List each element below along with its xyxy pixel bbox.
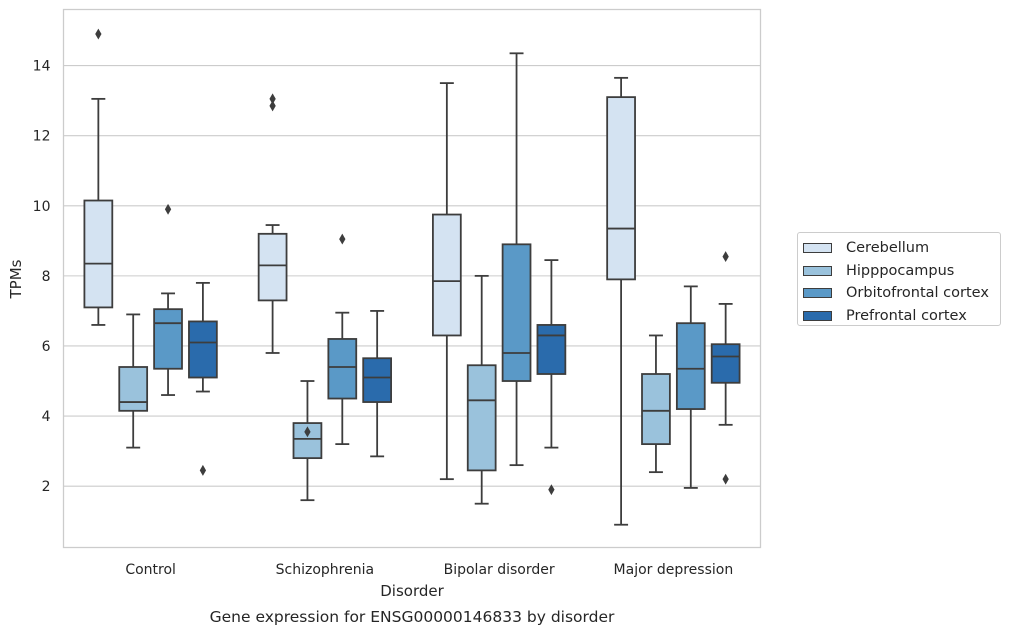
box-hipppocampus-major-depression-iqr-box xyxy=(641,373,671,446)
box-orbitofrontal-cortex-control xyxy=(153,203,183,396)
box-orbitofrontal-cortex-bipolar-disorder-iqr-box xyxy=(501,243,532,382)
box-hipppocampus-major-depression xyxy=(641,334,671,474)
box-cerebellum-control-outlier-0 xyxy=(95,28,102,40)
legend-label-cerebellum: Cerebellum xyxy=(846,240,930,257)
y-tick-label-8: 8 xyxy=(42,269,51,285)
box-cerebellum-bipolar-disorder-iqr-box xyxy=(432,213,462,337)
box-prefrontal-cortex-bipolar-disorder-outlier-0 xyxy=(548,484,555,496)
box-hipppocampus-schizophrenia xyxy=(292,380,323,502)
box-cerebellum-schizophrenia-outlier-1 xyxy=(269,93,276,105)
legend-item-orbitofrontal-cortex: Orbitofrontal cortex xyxy=(803,282,1000,305)
box-orbitofrontal-cortex-control-iqr-box xyxy=(153,308,183,370)
legend-label-prefrontal-cortex: Prefrontal cortex xyxy=(846,307,967,324)
legend-item-prefrontal-cortex: Prefrontal cortex xyxy=(803,305,1000,328)
legend: Cerebellum Hipppocampus Orbitofrontal co… xyxy=(797,232,1001,326)
legend-label-hippocampus: Hipppocampus xyxy=(846,262,955,279)
box-hipppocampus-bipolar-disorder-iqr-box xyxy=(466,364,497,472)
x-axis-title: Disorder xyxy=(380,582,444,600)
box-prefrontal-cortex-control xyxy=(188,281,218,476)
box-prefrontal-cortex-major-depression xyxy=(710,251,741,485)
box-prefrontal-cortex-schizophrenia xyxy=(362,310,392,458)
box-cerebellum-control xyxy=(83,28,114,326)
box-cerebellum-schizophrenia-outlier-0 xyxy=(269,100,276,112)
box-prefrontal-cortex-schizophrenia-iqr-box xyxy=(362,357,392,403)
box-hipppocampus-bipolar-disorder xyxy=(466,274,497,505)
y-axis-title: TPMs xyxy=(7,259,25,299)
y-tick-label-12: 12 xyxy=(33,129,51,145)
box-cerebellum-major-depression xyxy=(606,76,636,526)
x-tick-label-major-depression: Major depression xyxy=(614,562,734,578)
box-orbitofrontal-cortex-bipolar-disorder xyxy=(501,52,532,467)
x-tick-labels: Control Schizophrenia Bipolar disorder Majo… xyxy=(125,562,733,578)
box-cerebellum-control-iqr-box xyxy=(83,199,114,309)
x-tick-label-bipolar-disorder: Bipolar disorder xyxy=(444,562,555,578)
legend-swatch-hippocampus xyxy=(803,265,832,276)
legend-swatch-cerebellum xyxy=(803,243,832,254)
box-orbitofrontal-cortex-control-outlier-0 xyxy=(164,203,172,215)
y-tick-labels: 2 4 6 8 10 12 14 xyxy=(33,59,51,496)
y-tick-label-10: 10 xyxy=(33,199,51,215)
box-series xyxy=(83,28,741,526)
y-tick-label-2: 2 xyxy=(42,479,51,495)
box-prefrontal-cortex-major-depression-outlier-0 xyxy=(722,473,729,485)
box-orbitofrontal-cortex-schizophrenia-outlier-0 xyxy=(339,233,346,245)
box-prefrontal-cortex-bipolar-disorder xyxy=(536,259,567,496)
box-prefrontal-cortex-control-outlier-0 xyxy=(199,464,207,476)
box-cerebellum-schizophrenia-iqr-box xyxy=(257,232,288,302)
legend-item-cerebellum: Cerebellum xyxy=(803,237,1000,260)
box-orbitofrontal-cortex-major-depression xyxy=(675,285,706,489)
legend-item-hippocampus: Hipppocampus xyxy=(803,260,1000,283)
x-tick-label-control: Control xyxy=(125,562,176,578)
box-orbitofrontal-cortex-major-depression-iqr-box xyxy=(675,322,706,410)
box-hipppocampus-control xyxy=(118,313,149,449)
box-hipppocampus-control-iqr-box xyxy=(118,366,149,412)
box-prefrontal-cortex-bipolar-disorder-iqr-box xyxy=(536,324,567,375)
plot-area-frame xyxy=(62,8,762,549)
chart-caption: Gene expression for ENSG00000146833 by d… xyxy=(210,608,615,626)
box-orbitofrontal-cortex-schizophrenia xyxy=(327,233,358,446)
box-prefrontal-cortex-control-iqr-box xyxy=(188,320,218,379)
box-prefrontal-cortex-major-depression-iqr-box xyxy=(710,343,741,384)
box-cerebellum-bipolar-disorder xyxy=(432,82,462,481)
y-tick-label-14: 14 xyxy=(33,59,51,75)
box-hipppocampus-schizophrenia-outlier-0 xyxy=(304,426,311,438)
y-tick-label-6: 6 xyxy=(42,339,51,355)
legend-label-orbitofrontal-cortex: Orbitofrontal cortex xyxy=(846,285,989,302)
box-orbitofrontal-cortex-schizophrenia-iqr-box xyxy=(327,338,358,400)
y-tick-label-4: 4 xyxy=(42,409,51,425)
x-tick-label-schizophrenia: Schizophrenia xyxy=(276,562,374,578)
legend-swatch-prefrontal-cortex xyxy=(803,310,832,321)
box-prefrontal-cortex-major-depression-outlier-1 xyxy=(722,251,729,263)
legend-swatch-orbitofrontal-cortex xyxy=(803,288,832,299)
box-cerebellum-schizophrenia xyxy=(257,93,288,354)
box-cerebellum-major-depression-iqr-box xyxy=(606,96,636,281)
